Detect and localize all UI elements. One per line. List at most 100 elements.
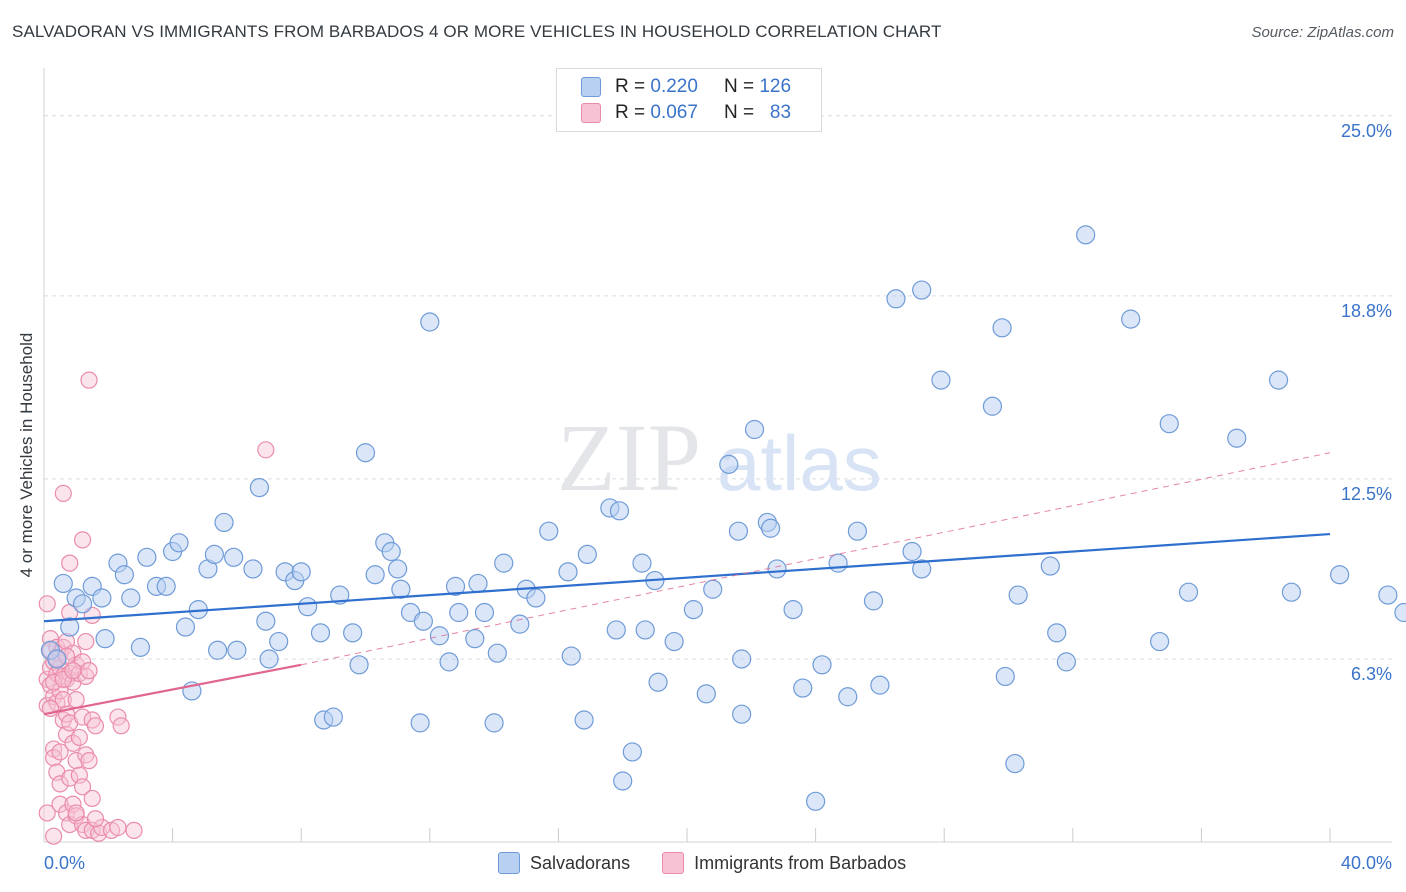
barbados-point: [64, 734, 82, 752]
salvadorans-point: [622, 742, 642, 762]
salvadorans-point: [259, 649, 279, 669]
barbados-point: [67, 804, 85, 822]
y-tick-label: 6.3%: [1351, 664, 1392, 684]
barbados-point: [61, 554, 79, 572]
legend-item-barbados[interactable]: Immigrants from Barbados: [662, 852, 906, 874]
watermark-zip: ZIP: [557, 404, 701, 511]
legend-r-label: R =: [615, 76, 646, 97]
salvadorans-point: [121, 588, 141, 608]
legend-n-label: N =: [723, 76, 755, 97]
x-tick-label: 40.0%: [1341, 853, 1392, 873]
salvadorans-point: [838, 687, 858, 707]
salvadorans-point: [696, 684, 716, 704]
barbados-point: [61, 769, 79, 787]
salvadorans-point: [558, 562, 578, 582]
salvadorans-point: [256, 611, 276, 631]
legend-swatch-pink: [581, 103, 601, 123]
barbados-point: [51, 743, 69, 761]
salvadorans-point: [703, 579, 723, 599]
barbados-point: [73, 531, 92, 549]
salvadorans-point: [169, 533, 189, 553]
salvadorans-point: [156, 576, 176, 596]
barbados-point: [38, 804, 56, 822]
salvadorans-point: [863, 591, 884, 611]
salvadorans-point: [992, 318, 1012, 338]
salvadorans-point: [728, 521, 749, 541]
salvadorans-point: [249, 477, 270, 498]
salvadorans-point: [137, 547, 157, 567]
salvadorans-point: [474, 602, 495, 623]
salvadorans-point: [1047, 623, 1067, 643]
salvadorans-point: [744, 419, 765, 440]
barbados-point: [112, 717, 130, 735]
legend-label-barbados: Immigrants from Barbados: [694, 852, 907, 873]
barbados-trend-line: [43, 663, 302, 716]
salvadorans-point: [298, 597, 318, 617]
x-tick-label: 0.0%: [44, 853, 85, 873]
correlation-legend: R = 0.220 N = 126 R = 0.067 N = 83: [556, 68, 822, 132]
salvadorans-point: [53, 573, 73, 594]
barbados-point: [73, 653, 92, 671]
salvadorans-point: [310, 623, 331, 643]
barbados-point: [45, 749, 63, 767]
legend-item-salvadorans[interactable]: Salvadorans: [498, 852, 630, 874]
salvadorans-point: [760, 518, 781, 538]
salvadorans-point: [484, 713, 504, 733]
salvadorans-point: [732, 704, 752, 724]
legend-label-salvadorans: Salvadorans: [530, 852, 631, 873]
series-salvadorans-points: [40, 225, 1406, 811]
salvadorans-point: [204, 544, 224, 565]
barbados-point: [54, 691, 72, 709]
salvadorans-point: [1005, 753, 1025, 774]
barbados-point: [83, 789, 101, 808]
salvadorans-point: [468, 573, 488, 594]
salvadorans-trend-line: [43, 532, 1331, 623]
salvadorans-point: [269, 631, 289, 652]
barbados-point: [54, 484, 72, 503]
chart-title: SALVADORAN VS IMMIGRANTS FROM BARBADOS 4…: [12, 22, 942, 41]
salvadorans-point: [805, 791, 826, 811]
barbados-point: [45, 673, 63, 691]
salvadorans-point: [526, 588, 546, 608]
salvadorans-point: [429, 626, 450, 646]
y-tick-label: 25.0%: [1341, 121, 1392, 141]
salvadorans-point: [1076, 225, 1096, 245]
barbados-point: [45, 827, 63, 845]
salvadorans-point: [330, 585, 350, 605]
legend-r-value: 0.220: [650, 76, 698, 97]
series-legend: Salvadorans Immigrants from Barbados: [498, 852, 938, 874]
salvadorans-point: [175, 617, 196, 637]
salvadorans-point: [982, 396, 1003, 416]
salvadorans-point: [323, 707, 343, 727]
y-tick-label: 18.8%: [1341, 301, 1392, 321]
salvadorans-point: [635, 620, 655, 640]
salvadorans-point: [439, 652, 459, 672]
salvadorans-point: [912, 280, 932, 300]
salvadorans-point: [60, 617, 80, 637]
salvadorans-point: [214, 512, 234, 533]
salvadorans-point: [793, 678, 813, 698]
salvadorans-point: [539, 521, 559, 541]
legend-swatch-blue: [581, 77, 601, 97]
legend-n-value: 126: [759, 76, 792, 97]
salvadorans-point: [886, 289, 906, 309]
salvadorans-point: [870, 675, 890, 695]
salvadorans-point: [931, 370, 951, 390]
salvadorans-point: [130, 637, 151, 657]
salvadorans-point: [1378, 585, 1398, 605]
legend-row-barbados: R = 0.067 N = 83: [581, 101, 791, 125]
salvadorans-point: [224, 547, 244, 567]
barbados-point: [80, 752, 98, 770]
salvadorans-point: [365, 565, 385, 585]
salvadorans-point: [719, 454, 739, 474]
salvadorans-point: [1008, 585, 1028, 605]
salvadorans-point: [465, 629, 485, 649]
salvadorans-point: [847, 521, 867, 541]
salvadorans-point: [95, 629, 115, 649]
salvadorans-point: [1150, 631, 1170, 652]
watermark-atlas: atlas: [717, 419, 882, 507]
y-tick-label: 12.5%: [1341, 484, 1392, 504]
tick-labels: 6.3% 12.5% 18.8% 25.0% 0.0% 40.0%: [44, 121, 1392, 873]
salvadorans-point: [391, 579, 411, 599]
